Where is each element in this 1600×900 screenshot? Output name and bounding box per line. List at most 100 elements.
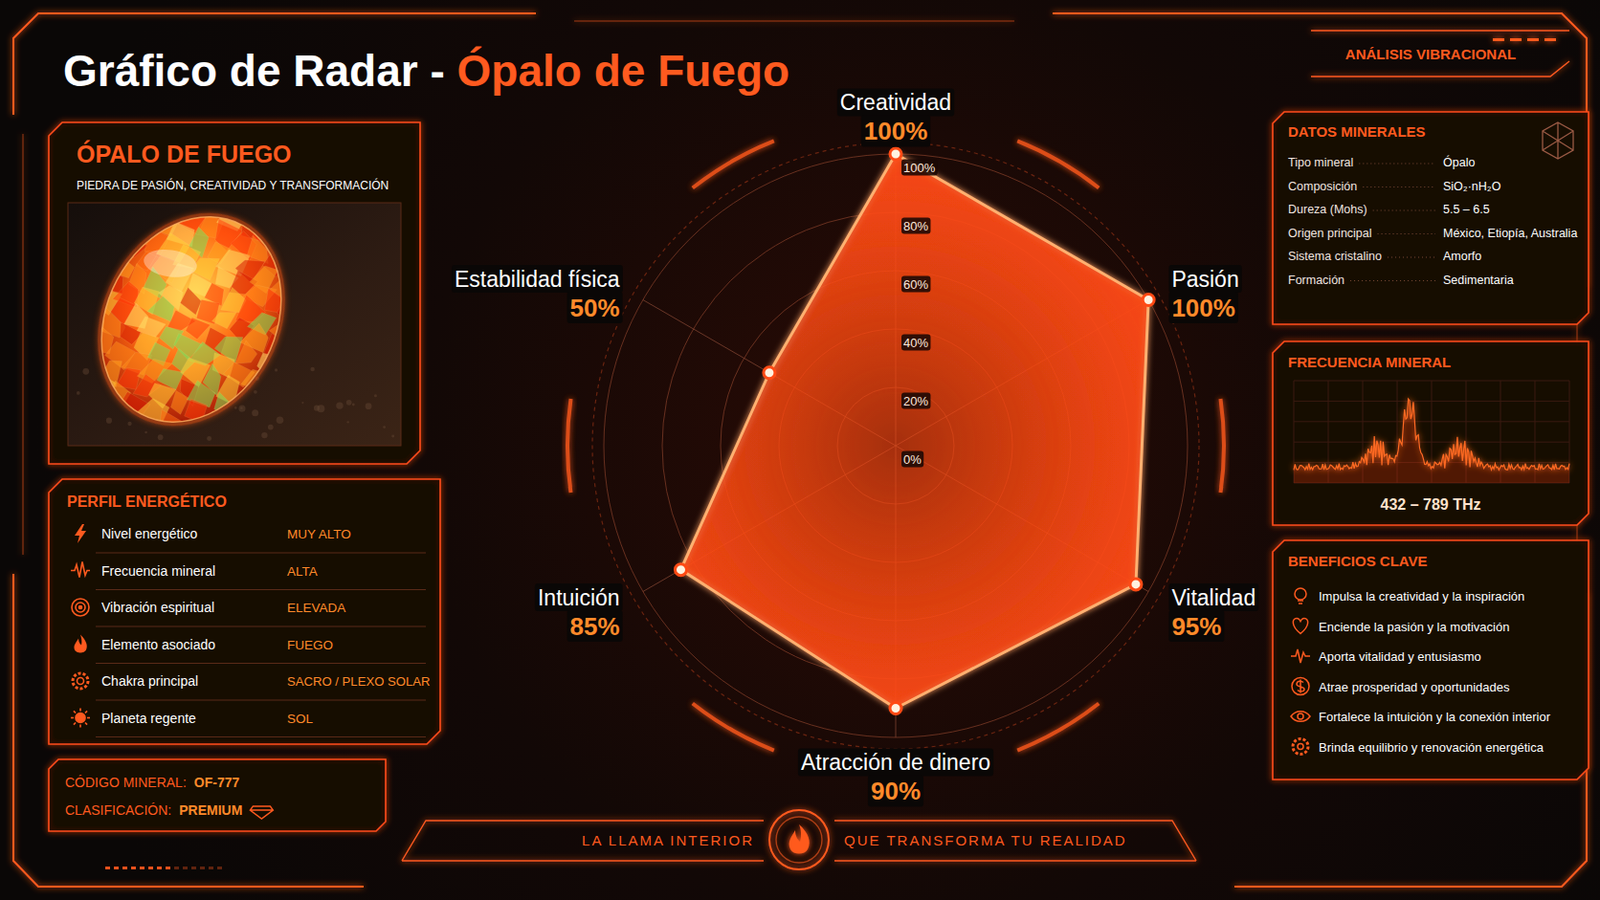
opal-facet [81, 346, 111, 376]
rock-grain [238, 405, 245, 413]
benefit-icon [1294, 588, 1307, 604]
label-patch [837, 88, 955, 117]
energy-label: Frecuencia mineral [101, 563, 216, 579]
mineral-label: Formación [1288, 273, 1345, 288]
icon-gear [72, 673, 89, 689]
opal-facet [148, 163, 181, 199]
benefit-item: Enciende la pasión y la motivación [1318, 620, 1510, 635]
rock-grain [352, 403, 356, 407]
frame-dot [148, 866, 154, 870]
rock-grain [274, 368, 278, 372]
label-patch [901, 393, 931, 410]
badge-frame [1311, 30, 1570, 77]
tick-label: 0% [903, 452, 922, 467]
data-label: 100% [1171, 293, 1236, 323]
opal-facet [285, 282, 314, 313]
icon-ray [70, 717, 74, 720]
energy-icon [71, 599, 89, 617]
opal-facet [274, 230, 303, 263]
frame-dash [1527, 38, 1539, 42]
radar-point [1142, 294, 1155, 307]
icon-ray [79, 709, 82, 712]
opal-facet [50, 354, 85, 384]
energy-value: MUY ALTO [287, 527, 352, 542]
icon-ray [87, 717, 90, 720]
mineral-panel [1272, 111, 1589, 325]
rock-grain [391, 434, 395, 438]
label-patch [567, 291, 623, 324]
frame-dot [165, 866, 171, 870]
label-patch [567, 610, 623, 643]
rock-grain [261, 432, 267, 439]
leader-dots [1373, 210, 1436, 212]
energy-value: FUEGO [287, 638, 334, 653]
label-patch [798, 749, 994, 778]
opal-facet [174, 178, 197, 203]
title-accent: Ópalo de Fuego [457, 45, 791, 96]
energy-label: Elemento asociado [101, 637, 216, 653]
benefit-item: Atrae prosperidad y oportunidades [1318, 680, 1511, 695]
rock-grain [301, 401, 304, 404]
frame-dash [1492, 38, 1505, 42]
icon-bolt [74, 524, 87, 544]
mineral-label: Composición [1288, 179, 1357, 194]
data-label: 95% [1171, 612, 1222, 642]
rock-grain [82, 368, 89, 376]
frame-dot [217, 866, 223, 870]
outer-arc [691, 702, 776, 754]
rock-grain [346, 421, 349, 423]
mineral-label: Sistema cristalino [1288, 249, 1382, 264]
icon-ray [79, 725, 82, 729]
energy-value: SOL [287, 711, 314, 727]
opal-facet [233, 384, 263, 416]
opal-facet [241, 364, 274, 397]
label-patch [901, 218, 931, 235]
label-patch [1168, 610, 1224, 643]
radar-point [889, 148, 902, 160]
mineral-value: Ópalo [1443, 155, 1475, 170]
benefits-title: BENEFICIOS CLAVE [1288, 553, 1428, 570]
opal-facet [280, 254, 309, 286]
opal-facet [201, 408, 230, 440]
category-labels: Creatividad100%Pasión100%Vitalidad95%Atr… [451, 88, 1259, 808]
opal-facet [147, 184, 171, 208]
footer-line [401, 821, 1197, 862]
data-label: 100% [864, 116, 929, 146]
crystal-icon [1542, 122, 1574, 159]
stone-panel [48, 122, 421, 465]
footer-circle [769, 810, 829, 870]
icon-wave [70, 562, 90, 578]
mineral-value: SiO₂·nH₂O [1443, 179, 1502, 194]
category-label: Pasión [1171, 266, 1239, 292]
rock-grain [253, 390, 258, 395]
spectrum-line [1293, 399, 1570, 470]
icon-ring [71, 599, 89, 617]
frame-dot [122, 866, 128, 870]
opal-glow [61, 179, 321, 459]
opal-facet [303, 247, 334, 277]
energy-icon [74, 524, 87, 544]
rock-grain [310, 367, 315, 373]
frame-dot [174, 866, 179, 870]
opal-facet [300, 266, 324, 293]
energy-icon [72, 673, 89, 689]
opal-facet [158, 193, 190, 225]
icon-sun [75, 713, 86, 724]
identity-label: CLASIFICACIÓN: [65, 802, 172, 819]
opal-facet [143, 424, 174, 456]
footer-left: LA LLAMA INTERIOR [581, 832, 755, 849]
energy-value: ALTA [287, 564, 318, 579]
icon-coin-mark [1296, 680, 1305, 694]
opal-outline [66, 185, 317, 454]
tick-label: 100% [903, 160, 936, 176]
label-patch [901, 334, 931, 352]
title-main: Gráfico de Radar - [63, 45, 458, 96]
rock-grain [365, 402, 373, 410]
text-line: Sedimentaria [1443, 273, 1514, 288]
spectrum-decoration [1293, 380, 1570, 484]
opal-facet [224, 399, 255, 432]
energy-panel [48, 479, 441, 745]
mineral-label: Dureza (Mohs) [1288, 202, 1368, 217]
radar-point [674, 564, 687, 577]
benefit-icon [1290, 649, 1311, 664]
